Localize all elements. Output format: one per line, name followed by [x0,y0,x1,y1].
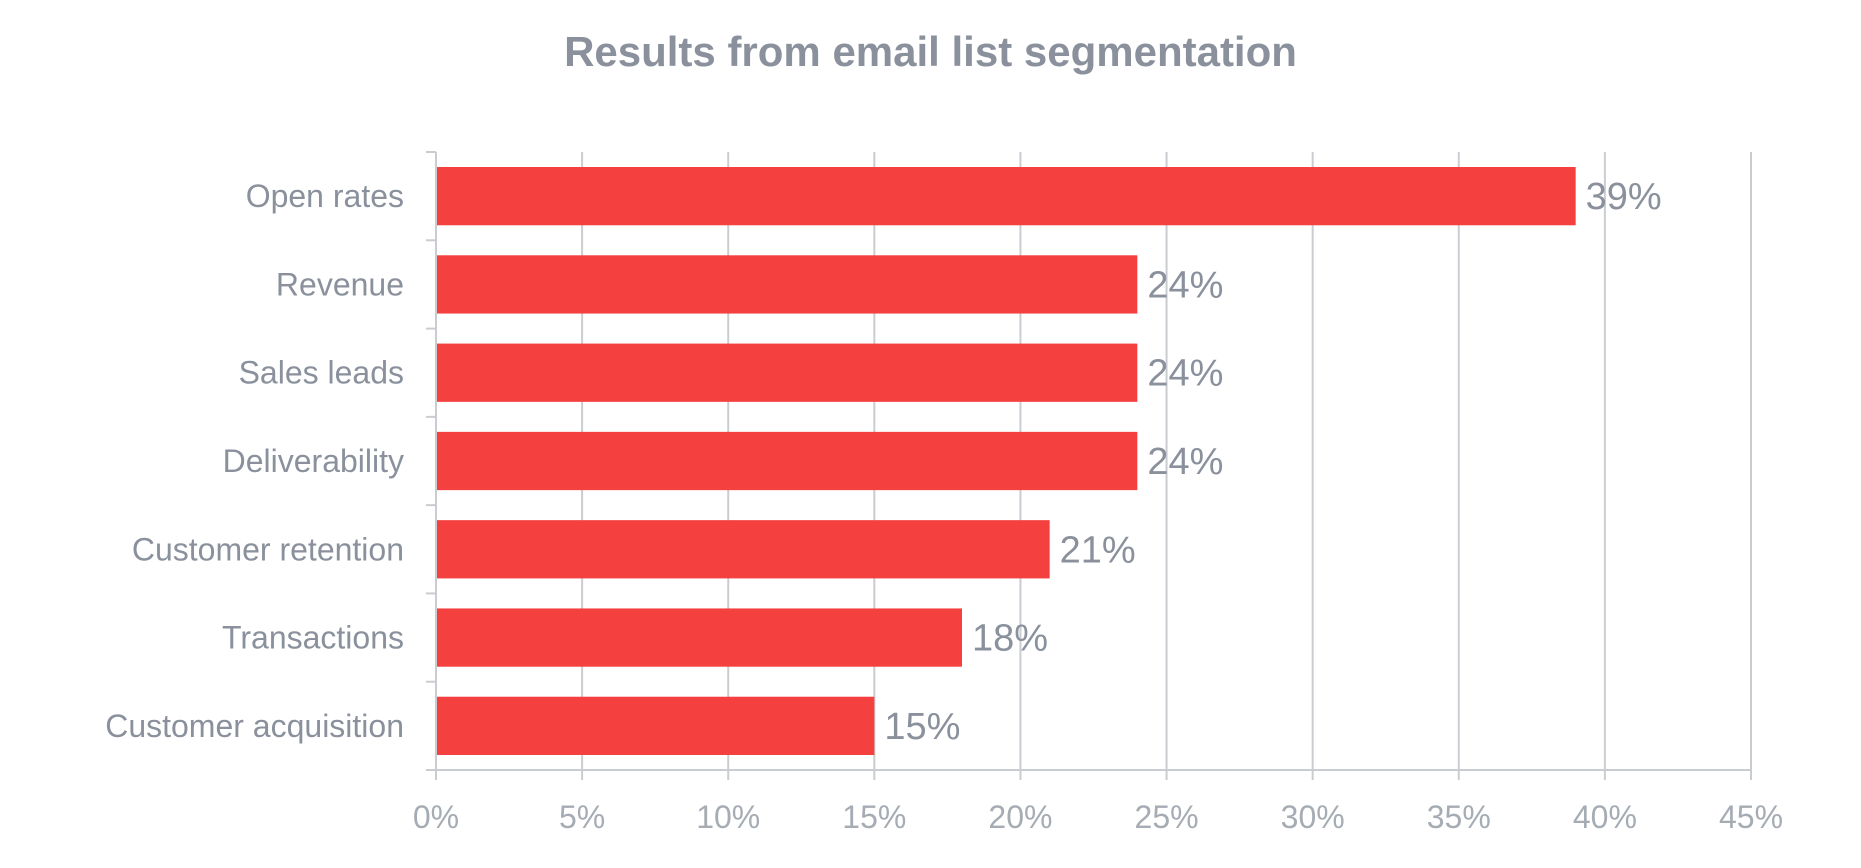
bar [437,255,1138,314]
bar [437,520,1050,579]
x-tick-label: 20% [988,799,1052,835]
category-label: Deliverability [223,443,404,479]
value-label: 15% [884,706,960,748]
category-label: Transactions [222,620,404,656]
category-label: Sales leads [239,355,404,391]
bar-layer [437,167,1576,755]
value-label: 39% [1586,176,1662,218]
value-label: 18% [972,618,1048,660]
category-label: Open rates [246,178,404,214]
bar [437,696,875,755]
category-label: Customer retention [132,531,404,567]
chart-title: Results from email list segmentation [564,28,1297,75]
x-tick-label: 10% [696,799,760,835]
x-tick-label: 15% [842,799,906,835]
category-label: Customer acquisition [105,708,404,744]
category-label: Revenue [276,266,404,302]
value-label: 21% [1060,529,1136,571]
bar [437,167,1576,226]
value-label: 24% [1147,353,1223,395]
x-tick-label: 30% [1281,799,1345,835]
x-tick-label: 45% [1719,799,1783,835]
x-tick-label: 35% [1427,799,1491,835]
x-tick-label: 0% [413,799,459,835]
bar [437,431,1138,491]
value-label: 24% [1147,264,1223,306]
bar [437,343,1138,402]
label-layer: 0% 5% 10% 15% 20% 25% 30% 35% 40% 45% Open rates 39… [105,176,1783,835]
bar [437,608,962,667]
x-tick-label: 25% [1135,799,1199,835]
x-tick-label: 5% [559,799,605,835]
axis-layer [426,151,1752,780]
x-tick-label: 40% [1573,799,1637,835]
value-label: 24% [1147,441,1223,483]
